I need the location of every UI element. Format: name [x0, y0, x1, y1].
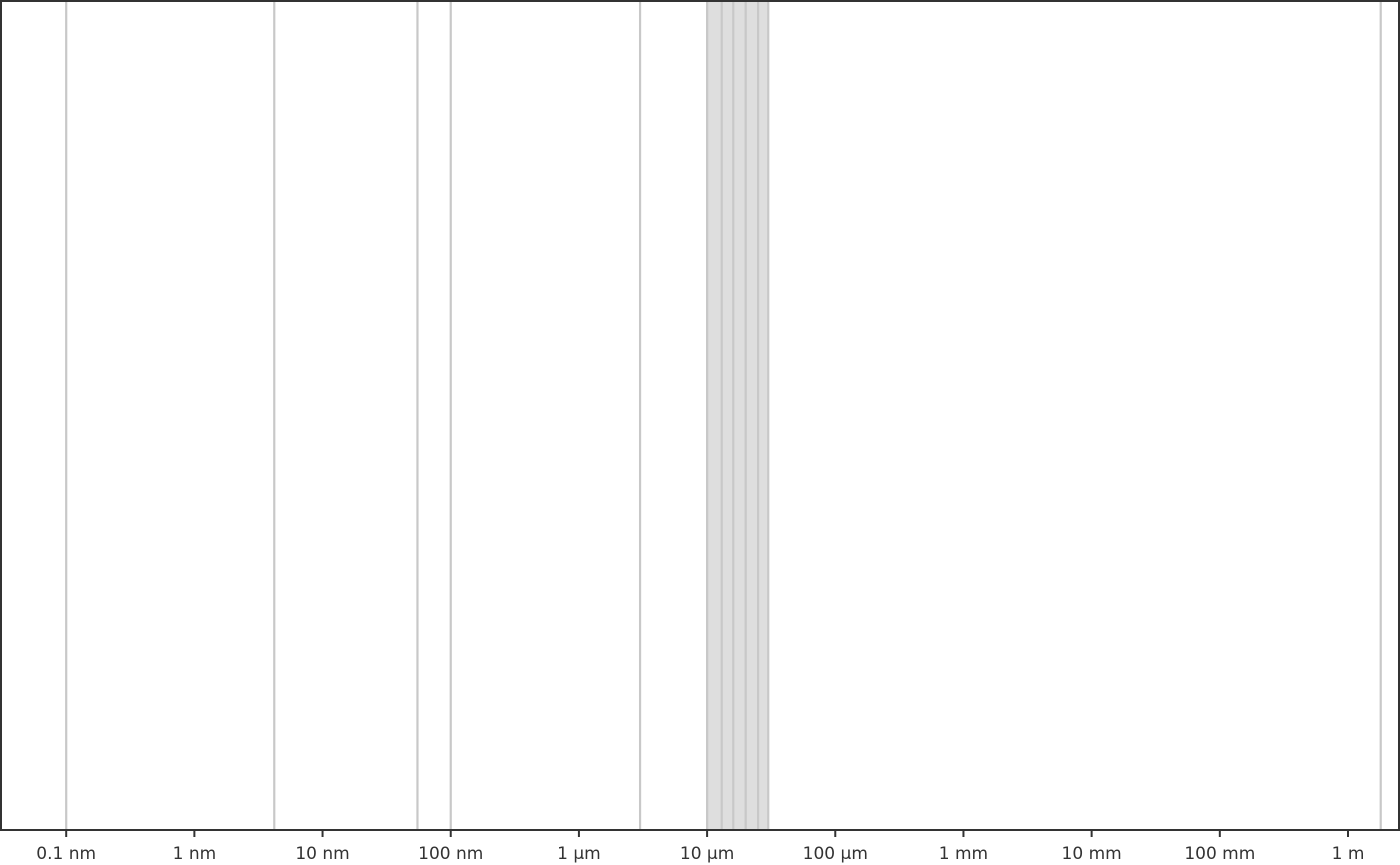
x-tick-label: 10 µm: [680, 844, 734, 864]
x-axis-ticks: 0.1 nm 1 nm 10 nm 100 nm 1 µm 10 µm 100 µm 1 mm…: [36, 830, 1364, 864]
x-tick-label: 100 nm: [418, 844, 483, 864]
plot-frame: [0, 0, 1400, 831]
x-tick-label: 100 µm: [803, 844, 868, 864]
plot-background: [1, 1, 1399, 830]
x-tick-label: 1 mm: [939, 844, 988, 864]
x-tick-label: 1 µm: [557, 844, 601, 864]
x-tick-label: 1 nm: [173, 844, 217, 864]
x-tick-label: 10 nm: [295, 844, 349, 864]
vertical-lines: [65, 1, 1382, 830]
x-tick-label: 0.1 nm: [36, 844, 96, 864]
x-tick-label: 100 mm: [1184, 844, 1255, 864]
x-tick-label: 1 m: [1332, 844, 1365, 864]
x-tick-label: 10 mm: [1062, 844, 1122, 864]
